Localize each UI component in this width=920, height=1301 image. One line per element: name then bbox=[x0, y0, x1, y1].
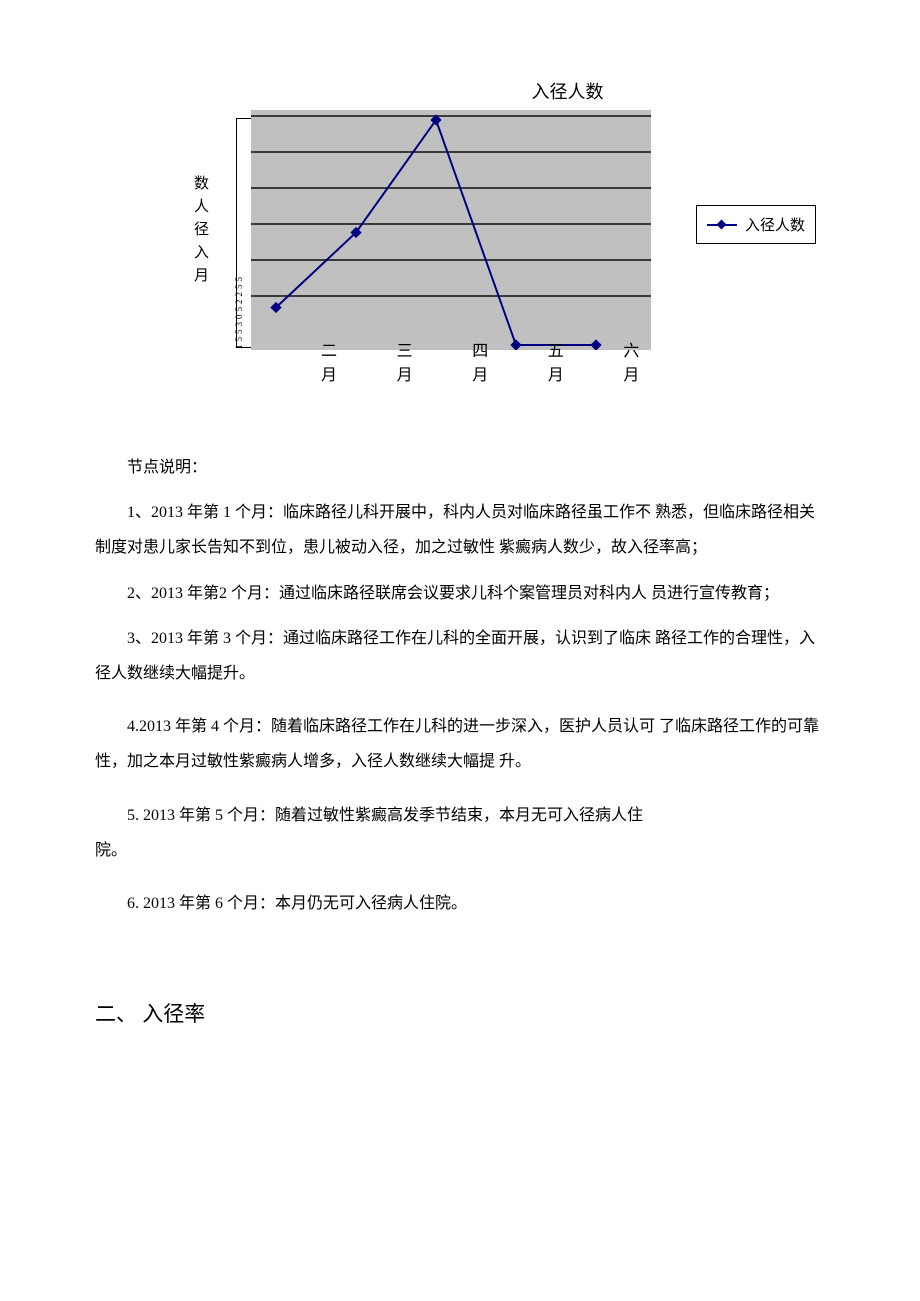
chart-title: 入径人数 bbox=[190, 60, 825, 104]
legend-label: 入径人数 bbox=[745, 214, 805, 235]
paragraph-6: 6. 2013 年第 6 个月：本月仍无可入径病人住院。 bbox=[95, 886, 825, 921]
x-tick-label: 六月 bbox=[623, 337, 651, 385]
plot-area: 二月三月四月五月六月 入径人数 bbox=[251, 110, 651, 350]
paragraph-1: 1、2013 年第 1 个月：临床路径儿科开展中，科内人员对临床路径虽工作不 熟… bbox=[95, 495, 825, 565]
x-tick-label: 四月 bbox=[472, 337, 500, 385]
paragraph-4: 4.2013 年第 4 个月：随着临床路径工作在儿科的进一步深入，医护人员认可 … bbox=[95, 709, 825, 779]
y-axis-label: 数人径入月 bbox=[190, 175, 211, 290]
paragraph-3: 3、2013 年第 3 个月：通过临床路径工作在儿科的全面开展，认识到了临床 路… bbox=[95, 621, 825, 691]
section-2-heading: 二、 入径率 bbox=[95, 991, 825, 1037]
intro-label: 节点说明： bbox=[95, 450, 825, 485]
legend-marker-icon bbox=[717, 219, 727, 229]
legend: 入径人数 bbox=[696, 205, 816, 244]
x-tick-label: 五月 bbox=[548, 337, 576, 385]
plot-wrapper: 数人径入月 1553052255 二月三月四月五月六月 入径人数 bbox=[190, 115, 651, 350]
paragraph-2: 2、2013 年第2 个月：通过临床路径联席会议要求儿科个案管理员对科内人 员进… bbox=[95, 576, 825, 611]
x-tick-label: 三月 bbox=[397, 337, 425, 385]
paragraph-5a: 5. 2013 年第 5 个月：随着过敏性紫癜高发季节结束，本月无可入径病人住 bbox=[95, 798, 825, 833]
paragraph-5b: 院。 bbox=[95, 833, 825, 868]
line-chart-svg bbox=[251, 110, 651, 350]
x-tick-label: 二月 bbox=[321, 337, 349, 385]
legend-line-icon bbox=[707, 224, 737, 226]
y-axis-ticks: 1553052255 bbox=[234, 119, 242, 349]
body-content: 节点说明： 1、2013 年第 1 个月：临床路径儿科开展中，科内人员对临床路径… bbox=[95, 450, 825, 1037]
x-axis: 二月三月四月五月六月 bbox=[321, 337, 651, 385]
y-axis-box: 1553052255 bbox=[236, 118, 251, 348]
chart-container: 入径人数 数人径入月 1553052255 二月三月四月五月六月 入径人数 bbox=[190, 60, 825, 420]
